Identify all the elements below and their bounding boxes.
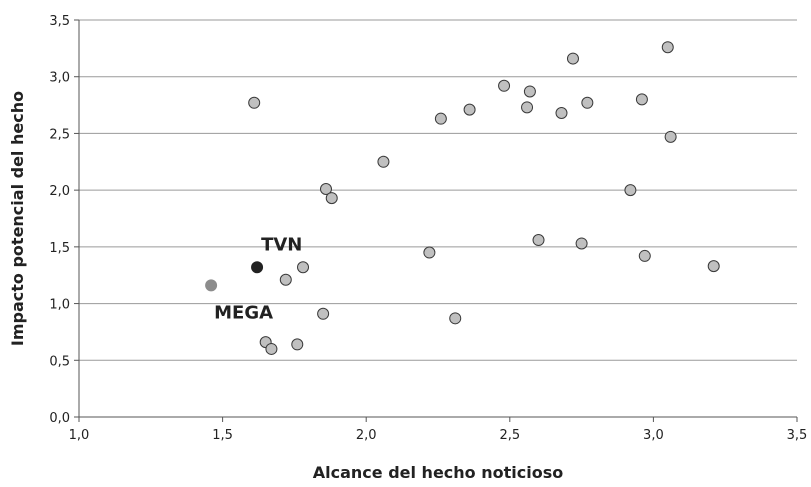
scatter-point (463, 103, 476, 116)
x-tick-label: 2,0 (356, 428, 377, 443)
point-tvn (251, 261, 264, 274)
y-tick-label: 3,0 (49, 71, 70, 86)
scatter-point (297, 261, 310, 274)
label-mega: MEGA (214, 302, 273, 323)
scatter-point (319, 183, 332, 196)
scatter-point (449, 312, 462, 325)
scatter-point (423, 246, 436, 259)
x-axis-title: Alcance del hecho noticioso (313, 463, 563, 482)
grid-lines (79, 19, 797, 361)
scatter-point (566, 52, 579, 65)
scatter-point (707, 260, 720, 273)
y-tick-label: 3,5 (49, 14, 70, 29)
scatter-point (638, 249, 651, 262)
scatter-point (325, 192, 338, 205)
scatter-point (498, 79, 511, 92)
scatter-point (434, 112, 447, 125)
y-tick-labels: 0,0 0,5 1,0 1,5 2,0 2,5 3,0 3,5 (49, 14, 79, 426)
x-tick-label: 3,0 (643, 428, 664, 443)
y-tick-label: 0,0 (49, 411, 70, 426)
x-tick-label: 1,0 (69, 428, 90, 443)
axes (78, 20, 797, 418)
scatter-point (279, 273, 292, 286)
y-tick-label: 1,5 (49, 241, 70, 256)
x-tick-label: 3,5 (787, 428, 808, 443)
scatter-point (664, 130, 677, 143)
scatter-point (521, 101, 534, 114)
label-tvn: TVN (261, 234, 302, 255)
scatter-point (661, 41, 674, 54)
data-points (248, 41, 720, 355)
scatter-point (635, 93, 648, 106)
x-tick-label: 2,5 (499, 428, 520, 443)
highlighted-points: TVN MEGA (205, 234, 302, 323)
scatter-point (248, 96, 261, 109)
y-tick-label: 2,5 (49, 127, 70, 142)
x-tick-label: 1,5 (212, 428, 233, 443)
y-tick-label: 1,0 (49, 298, 70, 313)
y-tick-label: 0,5 (49, 354, 70, 369)
y-axis-title: Impacto potencial del hecho (8, 91, 27, 346)
scatter-point (317, 307, 330, 320)
y-tick-label: 2,0 (49, 184, 70, 199)
scatter-point (265, 342, 278, 355)
scatter-point (624, 184, 637, 197)
point-mega (205, 279, 218, 292)
scatter-point (291, 338, 304, 351)
x-tick-labels: 1,0 1,5 2,0 2,5 3,0 3,5 (69, 417, 808, 443)
scatter-point (523, 85, 536, 98)
scatter-point (575, 237, 588, 250)
scatter-point (532, 234, 545, 247)
scatter-point (377, 155, 390, 168)
scatter-point (581, 96, 594, 109)
scatter-point (555, 107, 568, 120)
